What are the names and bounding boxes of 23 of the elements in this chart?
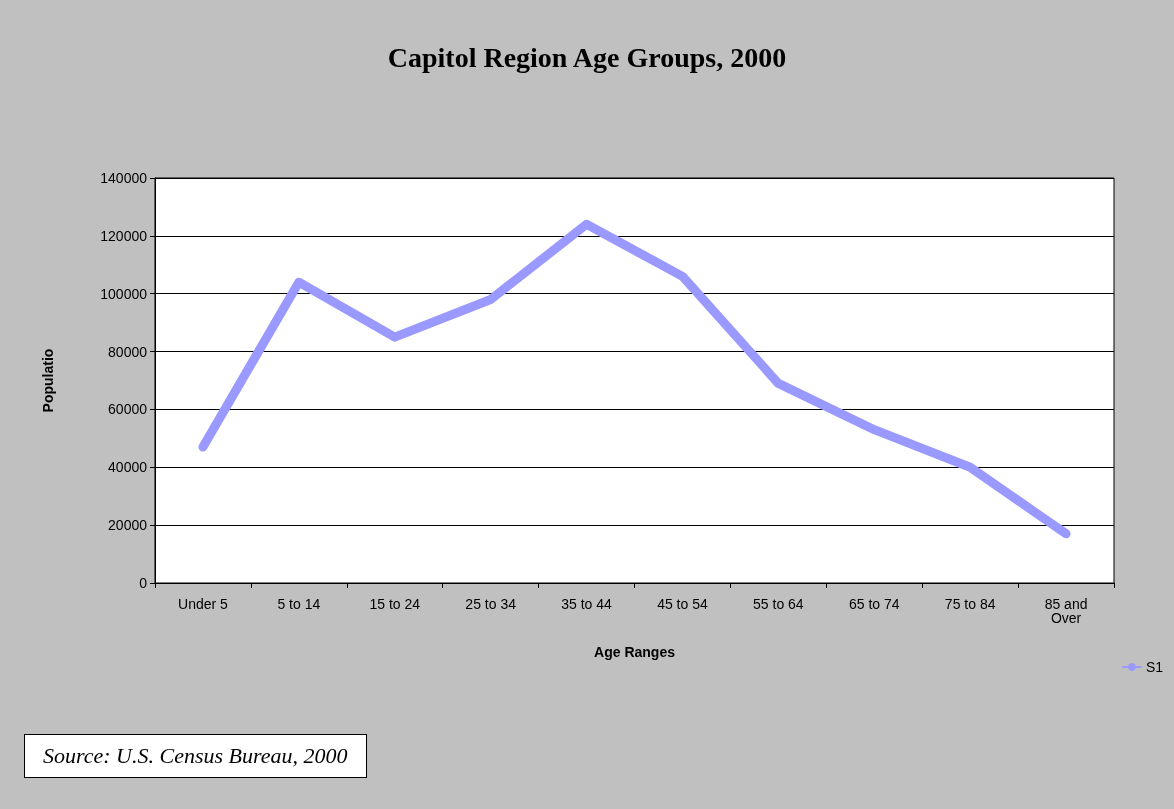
x-tick-label: 65 to 74 [848, 596, 900, 612]
x-axis-title: Age Ranges [594, 644, 676, 660]
chart-title: Capitol Region Age Groups, 2000 [387, 41, 787, 73]
y-tick-label: 0 [139, 575, 148, 591]
x-tick-label: 75 to 84 [944, 596, 996, 612]
y-axis-title: Populatio [40, 348, 56, 413]
y-tick-label: 60000 [108, 401, 148, 418]
source-note: Source: U.S. Census Bureau, 2000 [24, 734, 367, 778]
x-tick-label: 55 to 64 [753, 596, 804, 612]
y-tick-label: 40000 [108, 459, 148, 476]
y-tick-label: 140000 [100, 170, 148, 186]
y-tick-label: 80000 [108, 343, 148, 360]
x-tick-label: Under 5 [178, 596, 229, 612]
y-tick-label: 120000 [100, 227, 148, 244]
x-tick-label: 45 to 54 [657, 596, 708, 612]
x-tick-label: 5 to 14 [277, 596, 321, 612]
y-tick-label: 20000 [108, 517, 148, 534]
y-tick-label: 100000 [100, 285, 148, 302]
x-tick-label: 15 to 24 [369, 596, 421, 612]
x-tick-label: 25 to 34 [465, 596, 517, 612]
x-tick-label: 85 and Over [1044, 596, 1088, 626]
x-tick-label: 35 to 44 [561, 596, 613, 612]
legend-label: S1 [1145, 659, 1164, 675]
